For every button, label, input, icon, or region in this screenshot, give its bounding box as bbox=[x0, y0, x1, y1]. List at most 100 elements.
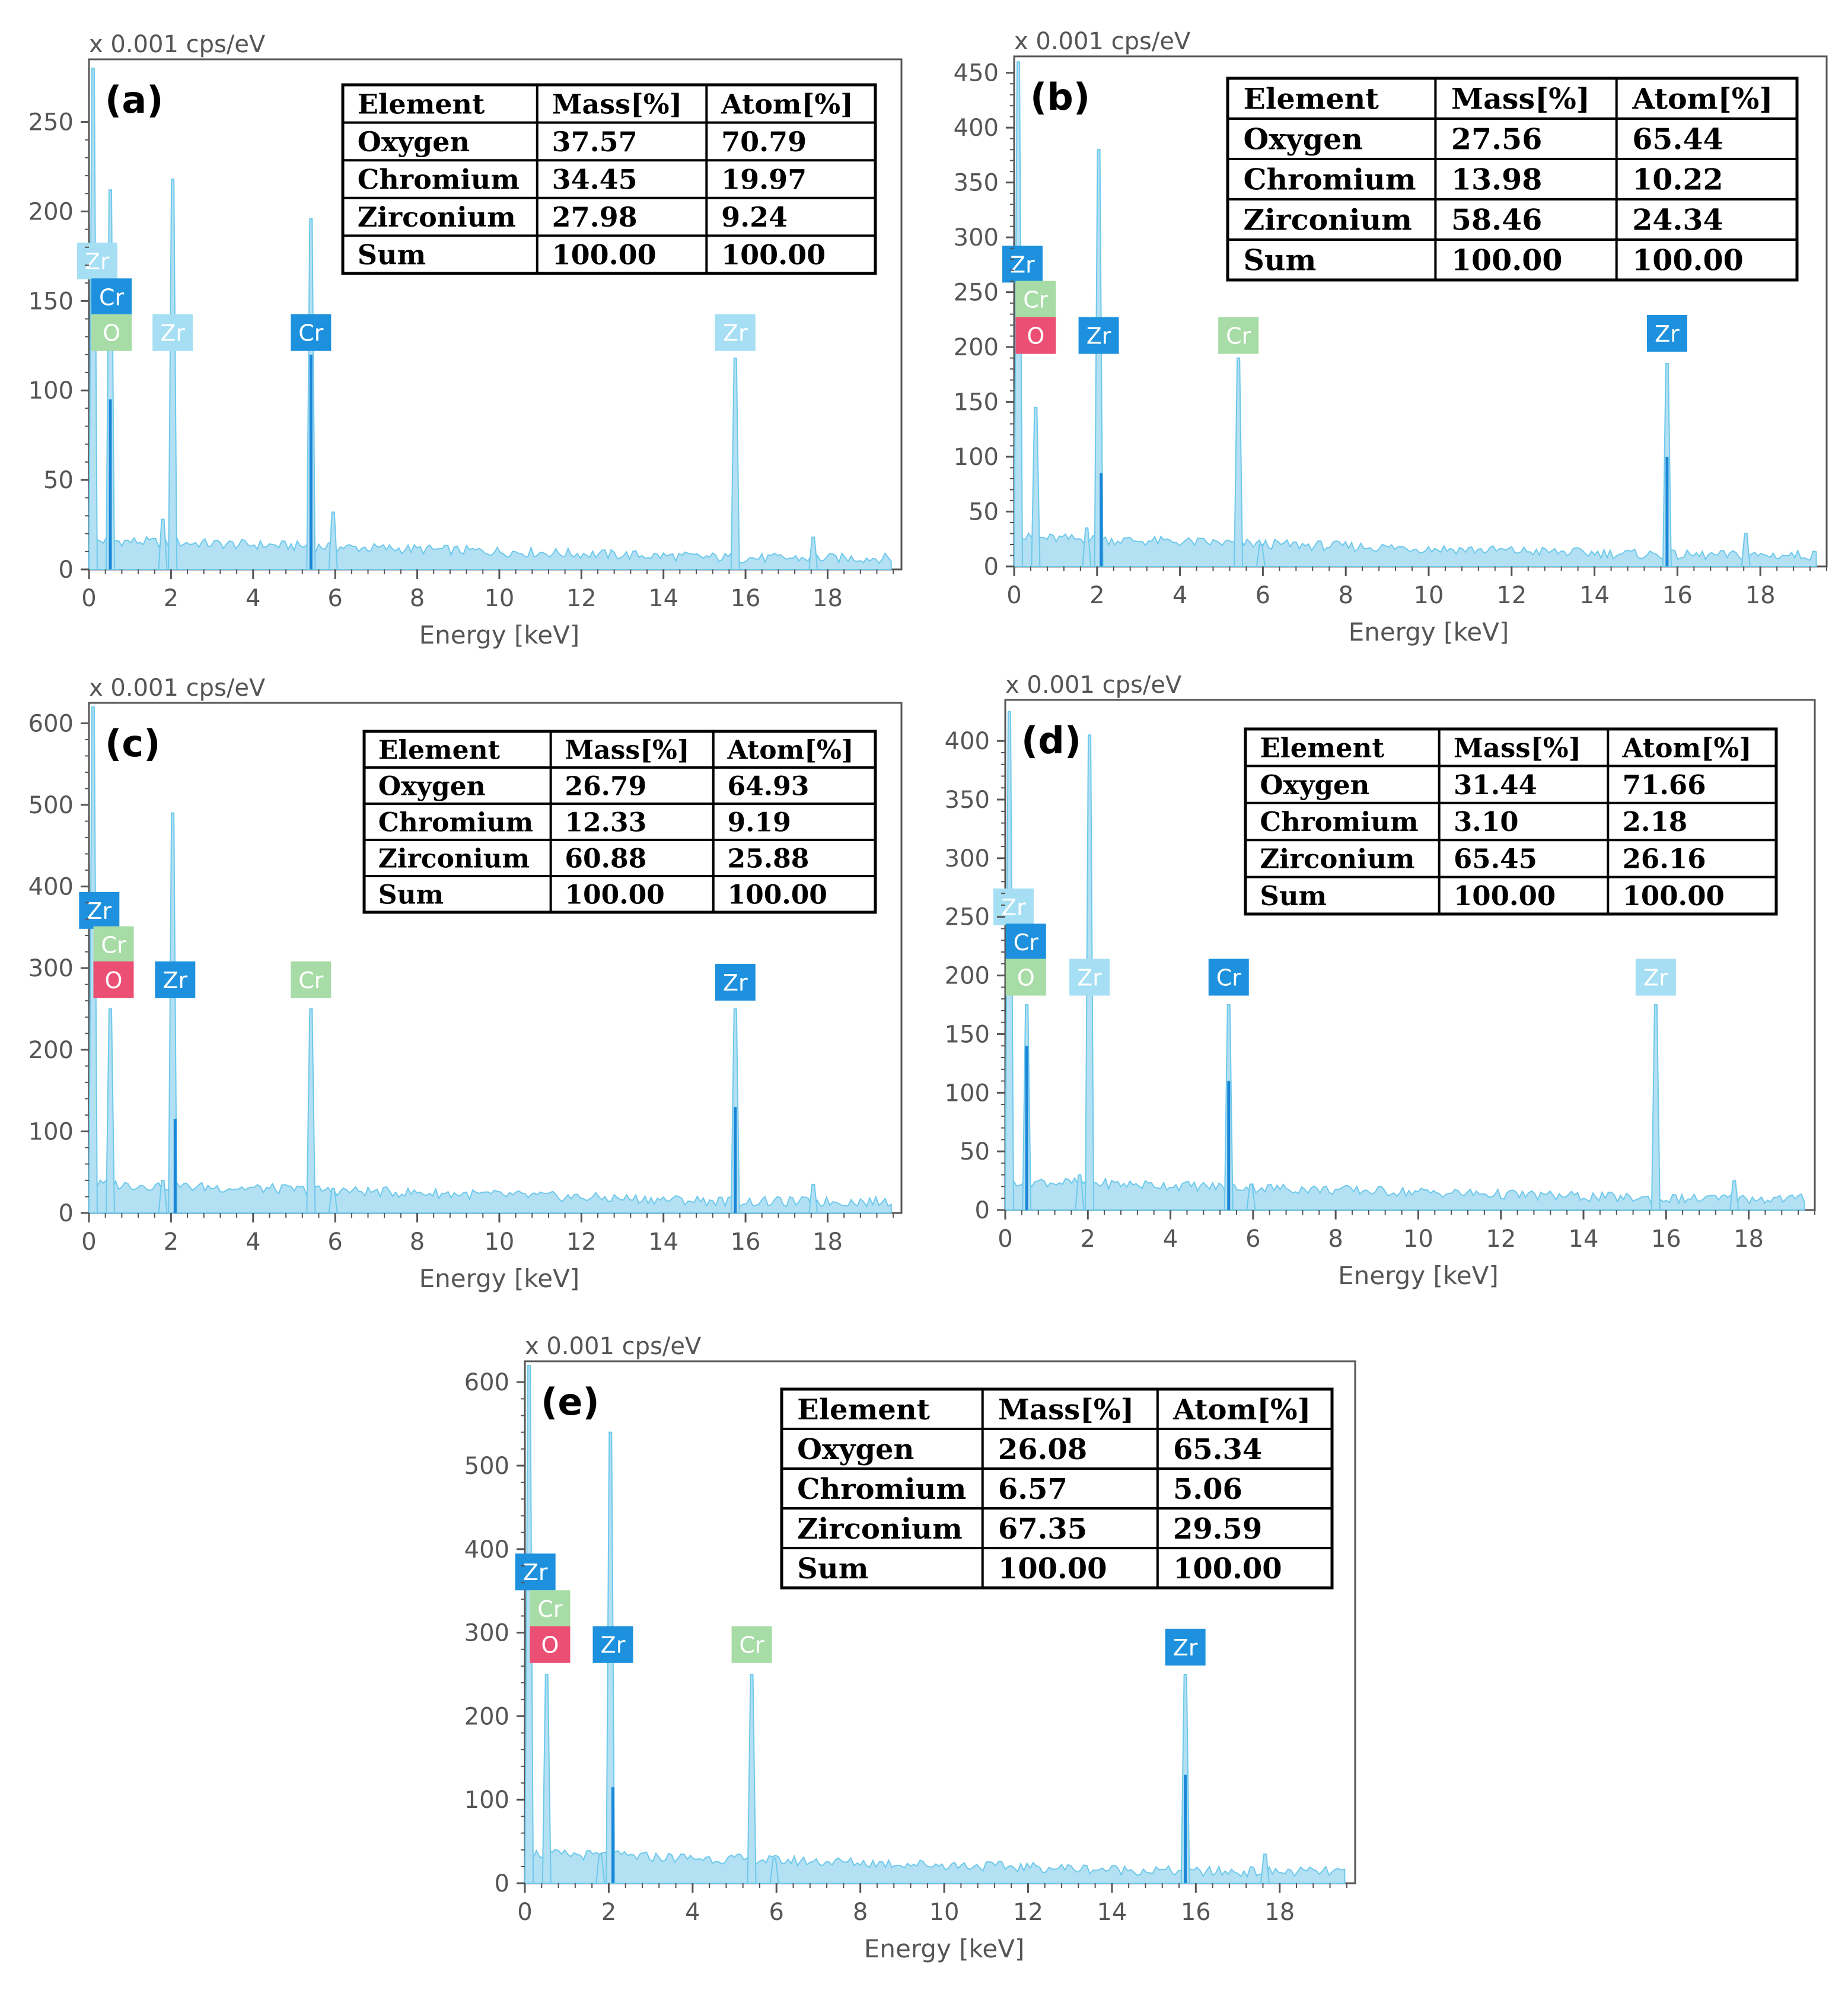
y-tick-label: 0 bbox=[59, 1200, 74, 1227]
element-label-zr: Zr bbox=[1069, 959, 1110, 996]
y-tick-label: 300 bbox=[464, 1620, 509, 1647]
x-tick-label: 4 bbox=[1163, 1225, 1178, 1253]
element-label-box bbox=[715, 314, 756, 351]
element-label-text: Zr bbox=[1087, 323, 1111, 349]
table-cell: 65.34 bbox=[1173, 1433, 1262, 1466]
y-tick-label: 0 bbox=[495, 1870, 509, 1897]
x-tick-label: 16 bbox=[731, 585, 761, 612]
y-tick-label: 300 bbox=[954, 224, 999, 251]
x-tick-label: 0 bbox=[1006, 582, 1021, 609]
element-label-box bbox=[515, 1553, 556, 1591]
element-label-cr: Cr bbox=[291, 961, 332, 998]
x-tick-label: 6 bbox=[327, 585, 342, 612]
table-header-cell: Element bbox=[378, 735, 501, 765]
spectrum-peak bbox=[328, 511, 338, 570]
table-cell: 65.44 bbox=[1632, 122, 1723, 157]
table-cell: 71.66 bbox=[1623, 769, 1706, 801]
y-tick-label: 250 bbox=[28, 109, 74, 136]
table-cell: 19.97 bbox=[721, 164, 807, 196]
x-tick-label: 4 bbox=[246, 585, 260, 612]
table-cell: Chromium bbox=[1244, 163, 1416, 197]
table-cell: 9.24 bbox=[721, 201, 788, 233]
element-label-cr: Cr bbox=[291, 314, 332, 351]
table-cell: Chromium bbox=[1260, 806, 1418, 838]
table-cell: 12.33 bbox=[565, 807, 646, 838]
element-label-text: O bbox=[1017, 965, 1035, 991]
element-label-cr: Cr bbox=[1005, 924, 1046, 961]
y-tick-label: 600 bbox=[464, 1369, 509, 1396]
element-label-box bbox=[993, 888, 1034, 925]
x-axis-label: Energy [keV] bbox=[419, 1264, 580, 1293]
y-tick-label: 300 bbox=[945, 845, 990, 873]
spectrum-peak bbox=[158, 518, 168, 570]
table-cell: 70.79 bbox=[721, 126, 807, 158]
panel-label: (d) bbox=[1021, 719, 1081, 762]
element-label-text: Zr bbox=[1643, 965, 1668, 991]
unit-label: x 0.001 cps/eV bbox=[525, 1333, 702, 1360]
table-cell: Sum bbox=[797, 1552, 868, 1585]
table-cell: 34.45 bbox=[552, 164, 638, 196]
x-tick-label: 6 bbox=[769, 1899, 784, 1926]
y-tick-label: 400 bbox=[464, 1536, 509, 1564]
y-tick-label: 100 bbox=[28, 377, 74, 405]
table-border bbox=[780, 1387, 1334, 1590]
x-tick-label: 16 bbox=[1651, 1225, 1681, 1253]
table-cell: 27.98 bbox=[552, 201, 638, 233]
composition-table: Element Mass[%] Atom[%] Oxygen 26.79 64.93 Chr… bbox=[362, 730, 877, 914]
table-cell: 100.00 bbox=[552, 239, 657, 271]
element-label-cr: Cr bbox=[731, 1626, 772, 1663]
element-label-zr: Zr bbox=[77, 242, 117, 279]
x-axis-label: Energy [keV] bbox=[1338, 1261, 1499, 1290]
element-label-box bbox=[79, 891, 120, 929]
table-cell: Zirconium bbox=[1260, 843, 1414, 875]
x-axis-label: Energy [keV] bbox=[1349, 617, 1509, 647]
table-cell: Oxygen bbox=[378, 771, 486, 801]
table-border bbox=[1226, 77, 1799, 282]
x-tick-label: 8 bbox=[410, 1228, 425, 1256]
table-cell: Chromium bbox=[797, 1473, 966, 1506]
spectrum-peak bbox=[1260, 1853, 1270, 1884]
x-tick-label: 10 bbox=[1414, 582, 1444, 609]
composition-table: Element Mass[%] Atom[%] Oxygen 27.56 65.44 Chr… bbox=[1226, 77, 1799, 282]
element-label-box bbox=[1015, 317, 1056, 354]
table-border bbox=[362, 730, 877, 914]
element-label-box bbox=[715, 963, 756, 1001]
spectrum-peak bbox=[747, 1674, 757, 1884]
table-cell: Sum bbox=[358, 239, 426, 271]
unit-label: x 0.001 cps/eV bbox=[1005, 671, 1182, 699]
y-tick-label: 300 bbox=[28, 955, 74, 982]
element-label-zr: Zr bbox=[515, 1553, 556, 1591]
table-header-cell: Atom[%] bbox=[1622, 732, 1752, 763]
chart-panel-c: Zr Cr O Zr Cr Zr 0 100 200 300 400 500 600 0 2 4 6 8 10 12 1… bbox=[28, 674, 903, 1293]
element-label-text: Zr bbox=[723, 970, 748, 996]
chart-panel-e: Zr Cr O Zr Cr Zr 0 100 200 300 400 500 600 0 2 4 6 8 10 12 1… bbox=[464, 1333, 1356, 1963]
panel-label: (b) bbox=[1030, 75, 1090, 119]
y-tick-label: 200 bbox=[28, 198, 74, 225]
y-tick-label: 200 bbox=[464, 1703, 509, 1730]
table-header-cell: Mass[%] bbox=[565, 735, 689, 765]
element-label-zr: Zr bbox=[152, 314, 193, 351]
x-tick-label: 10 bbox=[929, 1899, 960, 1926]
y-tick-label: 50 bbox=[968, 499, 999, 526]
element-label-text: Zr bbox=[1077, 965, 1102, 991]
x-tick-label: 14 bbox=[1097, 1899, 1127, 1926]
x-tick-label: 12 bbox=[566, 1228, 597, 1256]
element-label-box bbox=[91, 314, 132, 351]
table-header-cell: Mass[%] bbox=[998, 1393, 1134, 1427]
y-tick-label: 450 bbox=[954, 60, 999, 87]
x-tick-label: 4 bbox=[246, 1228, 260, 1256]
x-tick-label: 2 bbox=[1089, 582, 1104, 609]
table-cell: 100.00 bbox=[1632, 243, 1744, 278]
table-cell: 10.22 bbox=[1632, 163, 1723, 197]
element-label-text: Cr bbox=[739, 1632, 764, 1658]
table-cell: 100.00 bbox=[721, 239, 826, 271]
x-tick-label: 18 bbox=[813, 1228, 843, 1256]
table-cell: Sum bbox=[378, 880, 444, 910]
panel-label: (a) bbox=[105, 78, 164, 122]
table-cell: 100.00 bbox=[998, 1552, 1107, 1585]
x-tick-label: 4 bbox=[685, 1899, 700, 1926]
table-cell: 26.16 bbox=[1623, 843, 1706, 875]
y-tick-label: 200 bbox=[954, 334, 999, 361]
element-label-text: O bbox=[541, 1632, 559, 1658]
